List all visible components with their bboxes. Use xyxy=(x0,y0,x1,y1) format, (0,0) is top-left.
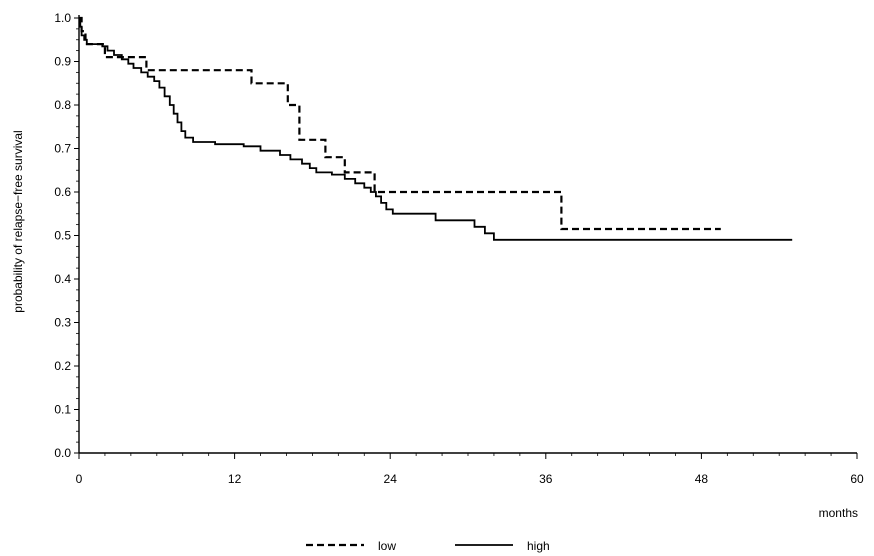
y-tick-label: 0.6 xyxy=(54,185,71,199)
y-axis-title: probability of relapse−free survival xyxy=(11,130,25,312)
x-tick-label: 24 xyxy=(384,472,398,486)
y-tick-label: 0.7 xyxy=(54,142,71,156)
y-tick-label: 0.2 xyxy=(54,359,71,373)
legend: low high xyxy=(306,539,550,553)
axes: 0.0 0.1 0.2 0.3 0.4 0.5 0.6 0.7 0.8 0.9 1.0 0 12 24 36… xyxy=(11,11,864,520)
x-tick-label: 48 xyxy=(695,472,709,486)
series-line-low xyxy=(79,16,721,231)
series-layer xyxy=(79,16,793,241)
x-axis-title: months xyxy=(819,506,858,520)
x-tick-label: 36 xyxy=(539,472,553,486)
y-tick-label: 0.8 xyxy=(54,98,71,112)
y-tick-label: 0.3 xyxy=(54,316,71,330)
series-line-high xyxy=(79,17,793,241)
x-tick-label: 60 xyxy=(850,472,864,486)
y-tick-label: 0.5 xyxy=(54,229,71,243)
x-tick-label: 12 xyxy=(228,472,242,486)
legend-label-low: low xyxy=(378,539,396,553)
y-tick-label: 0.1 xyxy=(54,403,71,417)
legend-label-high: high xyxy=(527,539,550,553)
y-tick-label: 0.4 xyxy=(54,272,71,286)
y-tick-label: 1.0 xyxy=(54,11,71,25)
x-tick-label: 0 xyxy=(76,472,83,486)
y-tick-label: 0.9 xyxy=(54,55,71,69)
y-tick-label: 0.0 xyxy=(54,446,71,460)
